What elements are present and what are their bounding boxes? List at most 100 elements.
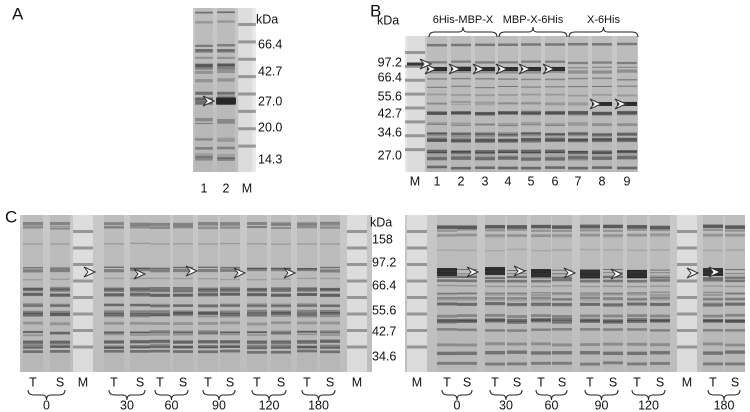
- band: [617, 166, 637, 170]
- band: [677, 296, 697, 299]
- band: [427, 102, 447, 105]
- band: [451, 156, 471, 160]
- label: T: [110, 375, 118, 389]
- label: T: [586, 375, 594, 389]
- lane: [457, 215, 477, 372]
- band: [130, 331, 150, 334]
- band: [703, 342, 723, 346]
- band: [320, 309, 340, 314]
- band: [271, 321, 291, 325]
- band: [507, 320, 527, 324]
- band: [297, 243, 317, 245]
- band: [320, 221, 340, 225]
- band: [617, 94, 637, 97]
- label: 8: [599, 174, 606, 188]
- band: [297, 340, 317, 344]
- band: [580, 328, 600, 331]
- band: [627, 342, 647, 346]
- band: [568, 166, 588, 170]
- band: [405, 120, 425, 124]
- band: [545, 69, 565, 73]
- band: [247, 331, 267, 333]
- band: [531, 302, 551, 307]
- band: [217, 122, 235, 124]
- band: [198, 243, 218, 245]
- band: [725, 272, 745, 274]
- lane: [50, 215, 70, 372]
- band: [531, 292, 551, 294]
- band: [552, 314, 572, 318]
- band: [703, 319, 723, 321]
- band: [457, 273, 477, 275]
- band: [247, 293, 267, 297]
- band: [725, 292, 745, 296]
- band: [195, 157, 213, 161]
- band: [485, 318, 505, 322]
- band: [217, 69, 235, 73]
- band: [650, 314, 670, 318]
- band: [217, 44, 235, 47]
- band: [130, 225, 150, 227]
- band: [568, 150, 588, 155]
- band: [427, 132, 447, 134]
- band: [552, 229, 572, 232]
- label: T: [29, 375, 37, 389]
- brace: [498, 26, 568, 38]
- arrowhead: [472, 63, 486, 75]
- band: [451, 153, 471, 158]
- band: [195, 92, 213, 95]
- band: [552, 233, 572, 237]
- band: [405, 106, 425, 110]
- label: 120: [259, 398, 280, 412]
- band: [50, 278, 70, 281]
- band: [437, 296, 457, 300]
- band: [130, 267, 150, 269]
- band: [130, 277, 150, 280]
- band: [603, 249, 623, 251]
- band: [50, 340, 70, 345]
- band: [603, 314, 623, 318]
- label: 42.7: [372, 324, 396, 338]
- band: [498, 139, 518, 143]
- band: [50, 225, 70, 228]
- band: [437, 234, 457, 237]
- band: [552, 361, 572, 365]
- band: [150, 304, 170, 308]
- band: [23, 321, 43, 325]
- band: [195, 92, 213, 95]
- band: [104, 266, 124, 269]
- band: [220, 224, 240, 227]
- band: [725, 229, 745, 232]
- band: [437, 249, 457, 251]
- band: [703, 297, 723, 301]
- band: [545, 149, 565, 154]
- brace: [631, 389, 666, 401]
- band: [457, 249, 477, 252]
- band: [545, 157, 565, 161]
- band: [475, 112, 495, 116]
- arrowhead: [419, 58, 433, 70]
- band: [552, 269, 572, 271]
- band: [580, 318, 600, 322]
- band: [580, 270, 600, 278]
- band: [568, 94, 588, 97]
- band: [568, 42, 588, 46]
- band: [104, 340, 124, 344]
- label: M: [352, 375, 362, 389]
- band: [271, 227, 291, 230]
- label: 0: [454, 398, 461, 412]
- band: [552, 299, 572, 301]
- arrowhead: [563, 267, 577, 279]
- band: [703, 278, 723, 282]
- band: [703, 301, 723, 305]
- band: [405, 134, 425, 138]
- band: [703, 224, 723, 228]
- band: [271, 224, 291, 227]
- band: [130, 292, 150, 296]
- band: [552, 278, 572, 282]
- band: [475, 150, 495, 154]
- band: [150, 287, 170, 289]
- band: [592, 133, 612, 136]
- band: [603, 297, 623, 300]
- band: [725, 329, 745, 332]
